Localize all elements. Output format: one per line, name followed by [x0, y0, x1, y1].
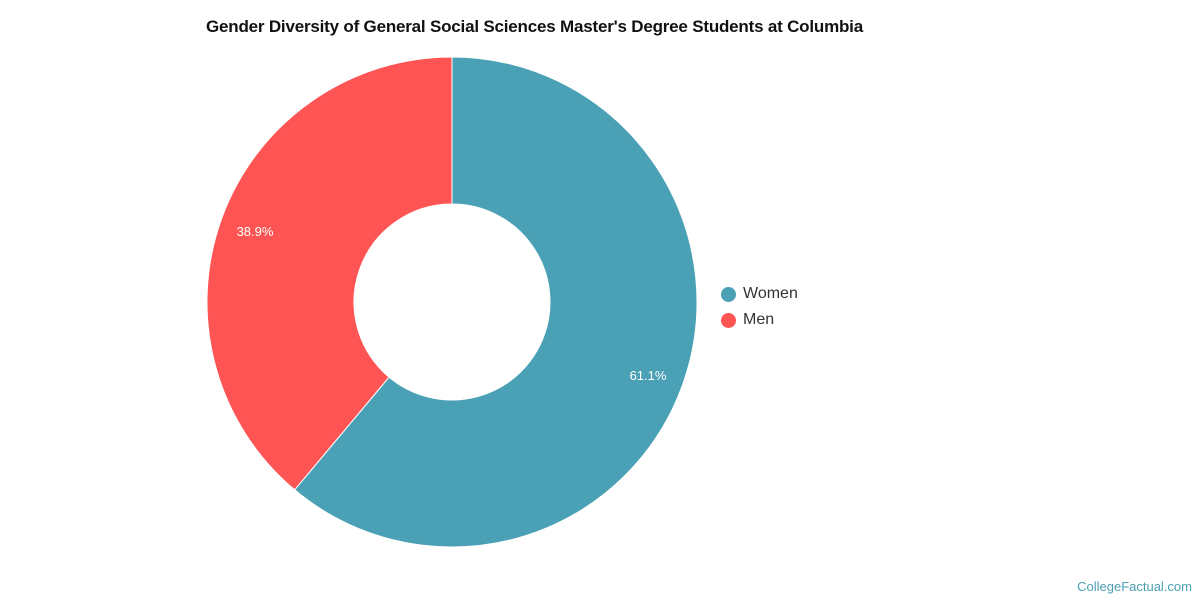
slice-label: 38.9% [237, 224, 274, 239]
slice-men[interactable] [206, 56, 453, 491]
legend-item-men[interactable]: Men [721, 307, 798, 333]
chart-title: Gender Diversity of General Social Scien… [206, 17, 863, 36]
legend-item-women[interactable]: Women [721, 281, 798, 307]
legend-label: Women [743, 285, 798, 302]
legend: Women Men [721, 281, 798, 333]
legend-dot-icon [721, 286, 736, 302]
slice-women[interactable] [293, 56, 698, 548]
slice-label: 61.1% [630, 368, 667, 383]
legend-dot-icon [721, 312, 736, 328]
legend-label: Men [743, 311, 775, 328]
source-credit[interactable]: CollegeFactual.com [1077, 579, 1192, 594]
